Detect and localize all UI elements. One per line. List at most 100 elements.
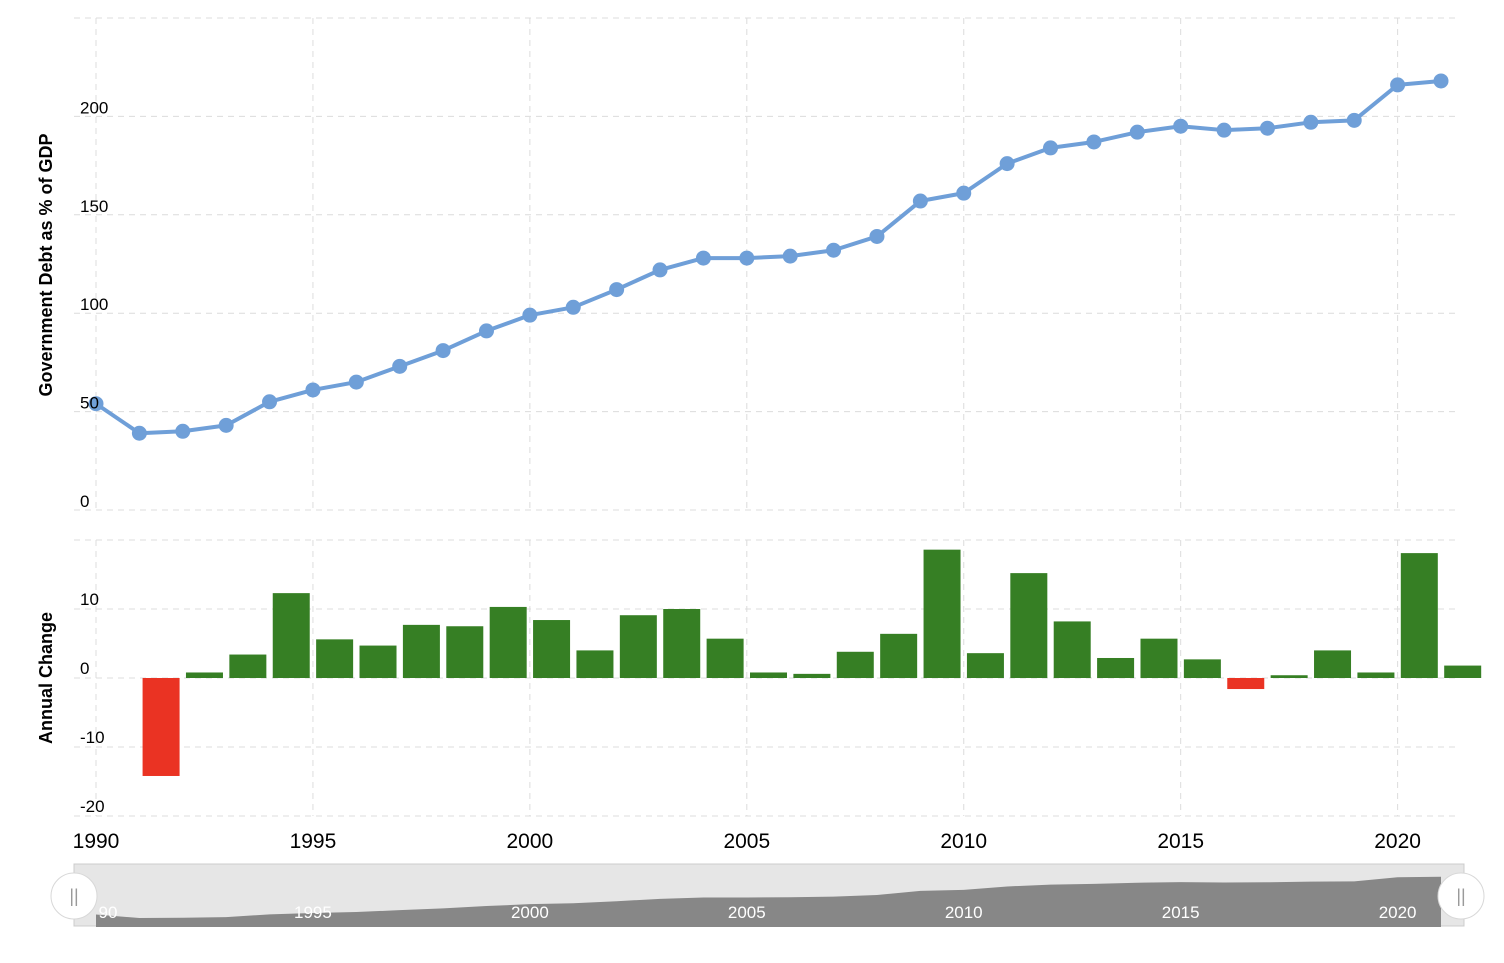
top-y-tick-label: 200 xyxy=(80,98,108,117)
annual-change-bars xyxy=(142,549,1482,776)
debt-point xyxy=(175,423,191,439)
debt-point xyxy=(218,417,234,433)
navigator-right-handle[interactable]: || xyxy=(1437,872,1485,920)
debt-point xyxy=(739,250,755,266)
debt-point xyxy=(695,250,711,266)
bottom-panel-grid xyxy=(74,539,1458,817)
debt-point xyxy=(999,156,1015,172)
debt-point xyxy=(1390,77,1406,93)
annual-change-bar xyxy=(836,651,874,678)
bottom-y-tick-labels: -20 -10 0 10 xyxy=(80,590,105,816)
annual-change-bar xyxy=(272,593,310,678)
annual-change-bar xyxy=(1314,650,1352,678)
navigator-tick-label: 2000 xyxy=(511,903,549,922)
debt-point xyxy=(1216,122,1232,138)
top-y-tick-label: 100 xyxy=(80,295,108,314)
annual-change-bar xyxy=(619,615,657,678)
top-y-axis-label: Government Debt as % of GDP xyxy=(36,133,56,396)
debt-line xyxy=(94,78,1442,436)
top-y-tick-labels: 0 50 100 150 200 xyxy=(80,98,108,511)
debt-point xyxy=(392,358,408,374)
debt-point xyxy=(1259,120,1275,136)
annual-change-bar xyxy=(966,653,1004,678)
left-handle-grip-icon: || xyxy=(69,886,78,906)
navigator-tick-label: 2010 xyxy=(945,903,983,922)
annual-change-bar xyxy=(1097,657,1135,678)
annual-change-bar xyxy=(533,620,571,678)
debt-point xyxy=(826,242,842,258)
annual-change-bar xyxy=(489,606,527,678)
navigator-tick-label: 2015 xyxy=(1162,903,1200,922)
annual-change-bar xyxy=(1183,659,1221,678)
debt-point xyxy=(1346,112,1362,128)
top-y-tick-label: 0 xyxy=(80,492,89,511)
debt-point xyxy=(1303,114,1319,130)
debt-point xyxy=(956,185,972,201)
annual-change-bar xyxy=(229,654,267,678)
debt-point xyxy=(131,425,147,441)
annual-change-bar xyxy=(446,626,484,678)
annual-change-bar xyxy=(359,645,397,678)
debt-point xyxy=(652,262,668,278)
bottom-y-tick-label: -20 xyxy=(80,797,105,816)
debt-point xyxy=(1086,134,1102,150)
debt-point xyxy=(609,282,625,298)
annual-change-bar xyxy=(1010,573,1048,678)
debt-point xyxy=(305,382,321,398)
x-tick-label: 1995 xyxy=(290,830,337,853)
debt-point xyxy=(912,193,928,209)
annual-change-bar xyxy=(1140,638,1178,678)
bottom-y-tick-label: -10 xyxy=(80,728,105,747)
debt-point xyxy=(1433,73,1449,89)
x-tick-label: 2000 xyxy=(507,830,554,853)
debt-line-series xyxy=(88,73,1449,441)
bottom-y-tick-label: 0 xyxy=(80,659,89,678)
annual-change-bar xyxy=(142,678,180,776)
annual-change-bar xyxy=(576,650,614,678)
annual-change-bar xyxy=(1270,675,1308,678)
debt-point xyxy=(478,323,494,339)
debt-point xyxy=(348,374,364,390)
debt-point xyxy=(782,248,798,264)
debt-point xyxy=(869,228,885,244)
annual-change-bar xyxy=(706,638,744,678)
bottom-y-tick-label: 10 xyxy=(80,590,99,609)
navigator-area-series xyxy=(96,876,1441,927)
debt-point xyxy=(1173,118,1189,134)
navigator-tick-labels: 90 1995 2000 2005 2010 2015 2020 xyxy=(99,903,1417,922)
annual-change-bar xyxy=(750,672,787,678)
x-tick-label: 2005 xyxy=(723,830,770,853)
debt-point xyxy=(522,307,538,323)
debt-point xyxy=(565,299,581,315)
navigator-tick-label: 2020 xyxy=(1379,903,1417,922)
annual-change-bar xyxy=(793,673,831,678)
navigator-tick-label: 90 xyxy=(99,903,118,922)
annual-change-bar xyxy=(185,672,223,678)
debt-point xyxy=(88,396,104,412)
debt-point xyxy=(435,343,451,359)
x-tick-label: 2010 xyxy=(940,830,987,853)
navigator-tick-label: 2005 xyxy=(728,903,766,922)
annual-change-bar xyxy=(1357,672,1395,678)
annual-change-bar xyxy=(663,609,701,678)
annual-change-bar xyxy=(316,639,354,678)
debt-point xyxy=(262,394,278,410)
range-navigator[interactable]: 90 1995 2000 2005 2010 2015 2020 || || xyxy=(50,863,1485,927)
navigator-left-handle[interactable]: || xyxy=(50,872,98,920)
right-handle-grip-icon: || xyxy=(1456,886,1465,906)
annual-change-bar xyxy=(402,624,440,678)
navigator-tick-label: 1995 xyxy=(294,903,332,922)
bottom-y-axis-label: Annual Change xyxy=(36,612,56,744)
x-tick-label: 2015 xyxy=(1157,830,1204,853)
top-y-tick-label: 150 xyxy=(80,197,108,216)
x-tick-label: 2020 xyxy=(1374,830,1421,853)
annual-change-bar xyxy=(1053,621,1091,678)
annual-change-bar xyxy=(1400,553,1438,678)
x-tick-labels: 1990 1995 2000 2005 2010 2015 2020 xyxy=(73,830,1421,853)
x-tick-label: 1990 xyxy=(73,830,120,853)
debt-point xyxy=(1043,140,1059,156)
debt-point xyxy=(1129,124,1145,140)
annual-change-bar xyxy=(1444,665,1482,678)
